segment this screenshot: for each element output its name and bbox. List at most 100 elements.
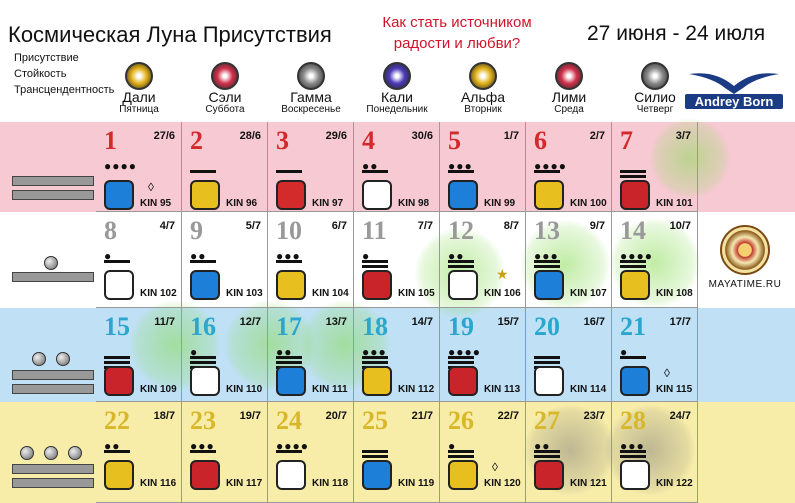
kin-label: KIN 112	[398, 384, 435, 395]
day-cell[interactable]: 3 29/6 KIN 97	[268, 122, 354, 212]
day-cell[interactable]: 6 2/7 ●●●● KIN 100	[526, 122, 612, 212]
seal-glyph-icon	[104, 366, 134, 396]
day-number: 19	[448, 312, 474, 341]
day-cell[interactable]: 21 17/7 ● ◊ KIN 115	[612, 308, 698, 402]
day-weekday: Четверг	[636, 104, 674, 115]
day-cell[interactable]: 25 21/7 KIN 119	[354, 402, 440, 503]
gregorian-date: 19/7	[239, 410, 261, 422]
tone-bar	[190, 170, 216, 173]
day-number: 9	[190, 216, 203, 245]
day-cell[interactable]: 28 24/7 ●●● KIN 122	[612, 402, 698, 503]
kin-label: KIN 101	[656, 198, 693, 209]
tone-bar	[276, 170, 302, 173]
day-cell[interactable]: 17 13/7 ●● KIN 111	[268, 308, 354, 402]
gregorian-date: 6/7	[331, 220, 347, 232]
tone-dots: ●●●●	[104, 159, 137, 173]
kin-label: KIN 110	[226, 384, 263, 395]
day-cell[interactable]: 10 6/7 ●●● KIN 104	[268, 212, 354, 308]
day-name: Гамма	[290, 89, 332, 105]
tone-bars	[620, 170, 646, 180]
tone-bar	[534, 455, 560, 458]
seal-glyph-icon	[620, 366, 650, 396]
gregorian-date: 11/7	[154, 316, 175, 328]
day-cell[interactable]: 16 12/7 ● KIN 110	[182, 308, 268, 402]
kin-label: KIN 105	[398, 288, 435, 299]
kin-label: KIN 113	[484, 384, 521, 395]
kin-label: KIN 122	[656, 478, 693, 489]
tone-bars	[276, 450, 302, 455]
kin-label: KIN 97	[312, 198, 344, 209]
tone-bar	[534, 450, 560, 453]
portal-diamond-icon: ◊	[492, 460, 498, 474]
star-icon: ★	[496, 266, 509, 282]
day-cell[interactable]: 8 4/7 ● KIN 102	[96, 212, 182, 308]
day-cell[interactable]: 7 3/7 KIN 101	[612, 122, 698, 212]
kin-label: KIN 119	[398, 478, 435, 489]
tone-bar	[448, 265, 474, 268]
gregorian-date: 13/7	[325, 316, 347, 328]
day-cell[interactable]: 2 28/6 KIN 96	[182, 122, 268, 212]
tone-bars	[620, 450, 646, 460]
day-header: Дали Пятница	[94, 62, 184, 115]
tone-bar	[190, 356, 216, 359]
tone-bars	[276, 170, 302, 175]
gregorian-date: 8/7	[503, 220, 519, 232]
gregorian-date: 27/6	[153, 130, 175, 142]
day-cell[interactable]: 22 18/7 ●● KIN 116	[96, 402, 182, 503]
subtitle-2: Стойкость	[14, 68, 67, 80]
date-range: 27 июня - 24 июля	[587, 22, 766, 45]
tone-bar	[190, 361, 216, 364]
day-number: 18	[362, 312, 388, 341]
day-cell[interactable]: 23 19/7 ●●● KIN 117	[182, 402, 268, 503]
tone-bar	[448, 356, 474, 359]
day-cell[interactable]: 26 22/7 ● ◊ KIN 120	[440, 402, 526, 503]
day-number: 15	[104, 312, 130, 341]
day-cell[interactable]: 15 11/7 KIN 109	[96, 308, 182, 402]
day-cell[interactable]: 12 8/7 ●● ★ KIN 106	[440, 212, 526, 308]
gregorian-date: 30/6	[411, 130, 433, 142]
mayatime-logo: MAYATIME.RU	[705, 225, 785, 290]
day-name: Альфа	[460, 89, 506, 105]
day-number: 5	[448, 126, 461, 155]
tone-dots: ●●●	[534, 249, 559, 263]
day-header: Сэли Суббота	[180, 62, 270, 115]
tone-dots: ●●	[190, 249, 207, 263]
day-name: Сэли	[208, 89, 242, 105]
day-cell[interactable]: 9 5/7 ●● KIN 103	[182, 212, 268, 308]
gregorian-date: 20/7	[325, 410, 347, 422]
day-cell[interactable]: 5 1/7 ●●● KIN 99	[440, 122, 526, 212]
gregorian-date: 29/6	[325, 130, 347, 142]
tone-bar	[362, 265, 388, 268]
tone-dots: ●●●	[362, 345, 387, 359]
tone-bar	[190, 450, 216, 453]
tone-dots: ●●	[534, 439, 551, 453]
day-cell[interactable]: 11 7/7 ● KIN 105	[354, 212, 440, 308]
day-weekday: Воскресенье	[281, 104, 341, 115]
tone-bar	[362, 450, 388, 453]
gregorian-date: 3/7	[675, 130, 691, 142]
tone-bar	[362, 361, 388, 364]
plasma-icon	[469, 62, 497, 90]
tone-bar	[534, 356, 560, 359]
day-cell[interactable]: 19 15/7 ●●●● KIN 113	[440, 308, 526, 402]
day-number: 13	[534, 216, 560, 245]
tone-bars	[448, 170, 474, 175]
tone-bar	[448, 260, 474, 263]
tone-bars	[448, 450, 474, 460]
day-cell[interactable]: 24 20/7 ●●●● KIN 118	[268, 402, 354, 503]
day-cell[interactable]: 1 27/6 ●●●● ◊ KIN 95	[96, 122, 182, 212]
day-number: 28	[620, 406, 646, 435]
kin-label: KIN 117	[226, 478, 263, 489]
tone-dots: ●●●	[448, 159, 473, 173]
day-cell[interactable]: 18 14/7 ●●● KIN 112	[354, 308, 440, 402]
day-cell[interactable]: 4 30/6 ●● KIN 98	[354, 122, 440, 212]
seal-glyph-icon	[620, 270, 650, 300]
day-cell[interactable]: 27 23/7 ●● KIN 121	[526, 402, 612, 503]
day-cell[interactable]: 14 10/7 ●●●● KIN 108	[612, 212, 698, 308]
day-cell[interactable]: 13 9/7 ●●● KIN 107	[526, 212, 612, 308]
seal-glyph-icon	[276, 270, 306, 300]
tone-dots: ●	[190, 345, 199, 359]
day-cell[interactable]: 20 16/7 KIN 114	[526, 308, 612, 402]
kin-label: KIN 115	[656, 384, 693, 395]
kin-label: KIN 120	[484, 478, 521, 489]
